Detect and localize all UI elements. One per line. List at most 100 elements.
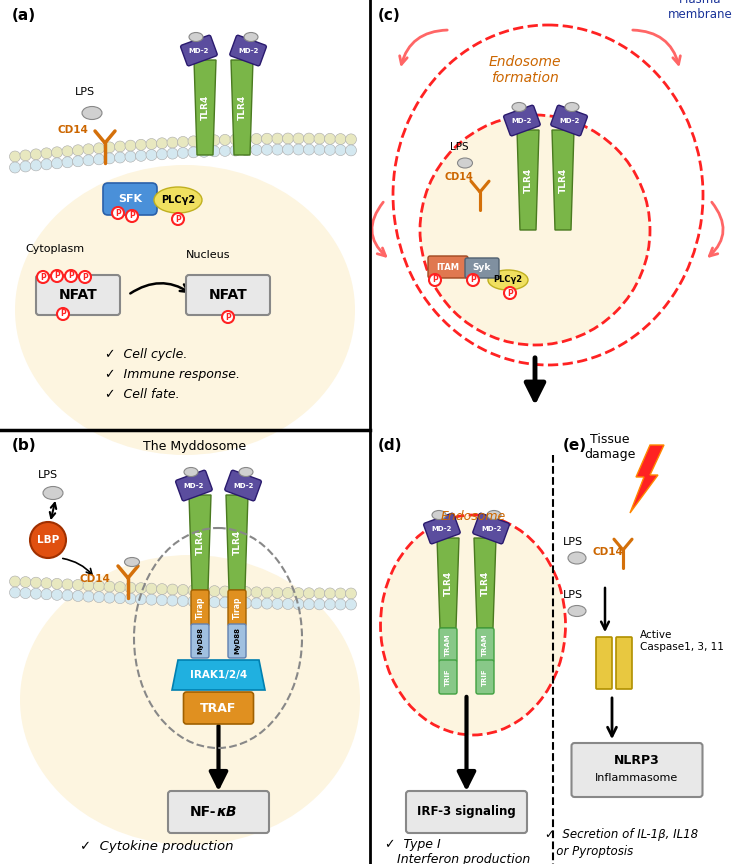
Circle shape <box>304 133 315 144</box>
Circle shape <box>262 144 273 156</box>
Circle shape <box>136 594 147 605</box>
Text: TRAM: TRAM <box>482 633 488 657</box>
Circle shape <box>136 582 147 594</box>
Circle shape <box>251 587 262 598</box>
Text: MyD88: MyD88 <box>197 627 203 655</box>
Text: TLR4: TLR4 <box>523 168 533 193</box>
FancyBboxPatch shape <box>168 791 269 833</box>
Text: CD14: CD14 <box>445 172 474 182</box>
Circle shape <box>136 139 147 150</box>
Circle shape <box>83 143 94 155</box>
FancyBboxPatch shape <box>225 470 262 501</box>
Circle shape <box>62 156 73 168</box>
Text: ITAM: ITAM <box>436 263 459 271</box>
Text: (a): (a) <box>12 8 36 23</box>
Circle shape <box>178 137 189 148</box>
Circle shape <box>346 588 357 599</box>
Circle shape <box>125 151 136 162</box>
FancyBboxPatch shape <box>596 637 612 689</box>
Circle shape <box>79 271 91 283</box>
Text: ✓  Cell cycle.: ✓ Cell cycle. <box>105 348 187 361</box>
Ellipse shape <box>20 555 360 845</box>
Circle shape <box>10 162 21 173</box>
Circle shape <box>83 591 94 602</box>
Ellipse shape <box>154 187 202 213</box>
Circle shape <box>220 135 231 145</box>
Circle shape <box>125 594 136 604</box>
Circle shape <box>240 144 251 156</box>
Text: P: P <box>507 289 513 297</box>
Circle shape <box>72 156 83 167</box>
Circle shape <box>314 588 325 599</box>
Text: NFAT: NFAT <box>59 288 97 302</box>
Circle shape <box>114 593 125 604</box>
Text: TLR4: TLR4 <box>444 570 453 595</box>
Polygon shape <box>231 60 253 155</box>
Text: NFAT: NFAT <box>209 288 248 302</box>
Text: TRAM: TRAM <box>445 633 451 657</box>
Circle shape <box>251 598 262 609</box>
Polygon shape <box>226 495 248 590</box>
Circle shape <box>335 599 346 610</box>
Circle shape <box>30 149 41 160</box>
FancyBboxPatch shape <box>424 513 460 543</box>
Text: IRF-3 signaling: IRF-3 signaling <box>417 805 516 818</box>
Ellipse shape <box>189 33 203 41</box>
Text: PLCγ2: PLCγ2 <box>494 276 523 284</box>
Circle shape <box>209 586 220 597</box>
Text: PLCγ2: PLCγ2 <box>161 195 195 205</box>
Circle shape <box>282 588 293 599</box>
Text: P: P <box>175 214 181 224</box>
Circle shape <box>72 580 83 590</box>
FancyBboxPatch shape <box>465 258 499 278</box>
Circle shape <box>156 137 167 149</box>
Circle shape <box>52 147 63 158</box>
Circle shape <box>52 578 63 589</box>
Circle shape <box>304 599 315 610</box>
Ellipse shape <box>432 511 446 519</box>
Polygon shape <box>437 538 459 628</box>
Circle shape <box>209 597 220 607</box>
Circle shape <box>52 158 63 168</box>
Circle shape <box>20 150 31 161</box>
Text: (e): (e) <box>563 438 587 453</box>
FancyBboxPatch shape <box>191 624 209 658</box>
FancyBboxPatch shape <box>439 628 457 662</box>
Circle shape <box>112 207 124 219</box>
Circle shape <box>198 146 209 157</box>
Circle shape <box>10 151 21 162</box>
Ellipse shape <box>15 165 355 455</box>
Text: P: P <box>225 313 231 321</box>
Circle shape <box>114 141 125 152</box>
Text: ✓  Secretion of IL-1β, IL18: ✓ Secretion of IL-1β, IL18 <box>545 828 698 841</box>
Circle shape <box>314 144 325 156</box>
Circle shape <box>188 147 199 158</box>
Circle shape <box>51 270 63 282</box>
Text: TLR4: TLR4 <box>195 530 204 556</box>
Text: The Myddosome: The Myddosome <box>144 440 247 453</box>
Circle shape <box>198 596 209 607</box>
Circle shape <box>293 144 304 155</box>
Circle shape <box>335 588 346 599</box>
FancyBboxPatch shape <box>184 692 254 724</box>
Circle shape <box>429 274 441 286</box>
Circle shape <box>125 140 136 151</box>
Polygon shape <box>194 60 216 155</box>
Text: Tissue
damage: Tissue damage <box>584 433 636 461</box>
Circle shape <box>198 136 209 146</box>
Ellipse shape <box>125 557 139 567</box>
Circle shape <box>304 588 315 599</box>
Circle shape <box>30 577 41 588</box>
Circle shape <box>240 587 251 598</box>
FancyBboxPatch shape <box>472 513 509 543</box>
Circle shape <box>167 148 178 159</box>
Circle shape <box>230 145 241 156</box>
Circle shape <box>467 274 479 286</box>
Text: MyD88: MyD88 <box>234 627 240 655</box>
Circle shape <box>62 590 73 601</box>
Circle shape <box>314 599 325 610</box>
Text: MD-2: MD-2 <box>238 48 258 54</box>
Circle shape <box>324 588 335 599</box>
Circle shape <box>156 594 167 606</box>
FancyBboxPatch shape <box>103 183 157 215</box>
